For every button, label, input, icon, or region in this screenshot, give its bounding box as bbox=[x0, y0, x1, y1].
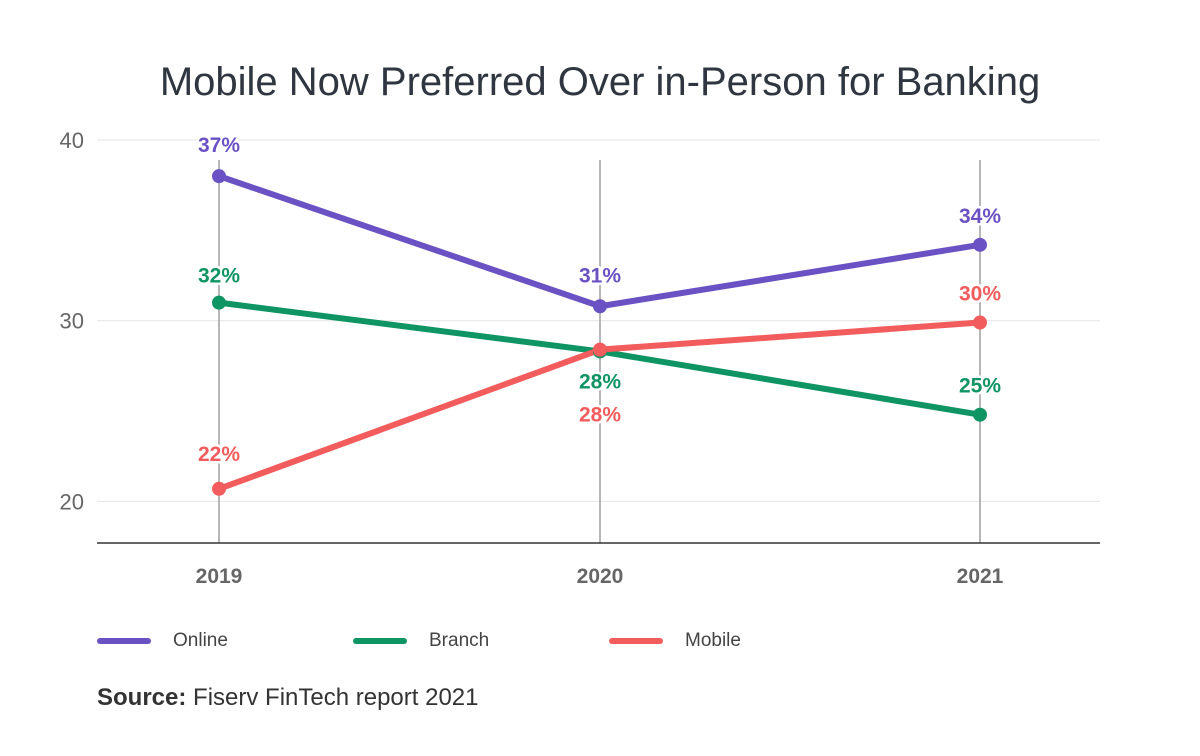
source-prefix: Source: bbox=[97, 684, 187, 711]
data-labels: 37% 31% 34% 32% 28% 25% 22% 28% 30% bbox=[195, 132, 1003, 469]
source-note: Source: Fiserv FinTech report 2021 bbox=[97, 684, 479, 712]
chart-title: Mobile Now Preferred Over in-Person for … bbox=[159, 60, 1041, 104]
data-label-online-2019: 37% bbox=[198, 134, 240, 157]
legend: Online Branch Mobile bbox=[97, 630, 865, 652]
line-chart: 20 30 40 2019 2020 2021 37% 31% 34% 32% 28% 25% 22%… bbox=[60, 128, 1100, 588]
data-label-mobile-2021: 30% bbox=[959, 283, 1001, 306]
y-tick-label: 40 bbox=[60, 128, 84, 153]
data-label-mobile-2020: 28% bbox=[579, 404, 621, 427]
data-points bbox=[212, 169, 987, 496]
source-text: Fiserv FinTech report 2021 bbox=[193, 684, 479, 711]
data-label-mobile-2019: 22% bbox=[198, 443, 240, 466]
y-tick-label: 20 bbox=[60, 489, 84, 514]
grid-layer: 20 30 40 2019 2020 2021 bbox=[60, 128, 1100, 588]
data-label-branch-2019: 32% bbox=[198, 265, 240, 288]
data-point-mobile-2019 bbox=[212, 481, 226, 496]
data-point-online-2021 bbox=[973, 237, 987, 252]
legend-label: Mobile bbox=[685, 630, 741, 651]
data-label-online-2020: 31% bbox=[579, 264, 621, 287]
legend-label: Online bbox=[173, 630, 228, 651]
data-point-online-2020 bbox=[593, 299, 607, 314]
legend-swatch bbox=[353, 638, 407, 644]
legend-item-online: Online bbox=[97, 630, 353, 652]
data-label-online-2021: 34% bbox=[959, 205, 1001, 228]
data-label-branch-2021: 25% bbox=[959, 375, 1001, 398]
legend-item-mobile: Mobile bbox=[609, 630, 865, 652]
data-point-mobile-2021 bbox=[973, 315, 987, 330]
legend-swatch bbox=[609, 638, 663, 644]
legend-label: Branch bbox=[429, 630, 490, 651]
data-label-branch-2020: 28% bbox=[579, 370, 621, 393]
data-point-branch-2019 bbox=[212, 295, 226, 310]
x-tick-label: 2020 bbox=[577, 565, 624, 588]
legend-swatch bbox=[97, 638, 151, 644]
x-tick-label: 2021 bbox=[957, 565, 1004, 588]
legend-item-branch: Branch bbox=[353, 630, 609, 652]
data-point-mobile-2020 bbox=[593, 342, 607, 357]
data-point-online-2019 bbox=[212, 169, 226, 184]
x-tick-label: 2019 bbox=[196, 565, 243, 588]
y-tick-label: 30 bbox=[60, 309, 84, 334]
data-point-branch-2021 bbox=[973, 407, 987, 422]
